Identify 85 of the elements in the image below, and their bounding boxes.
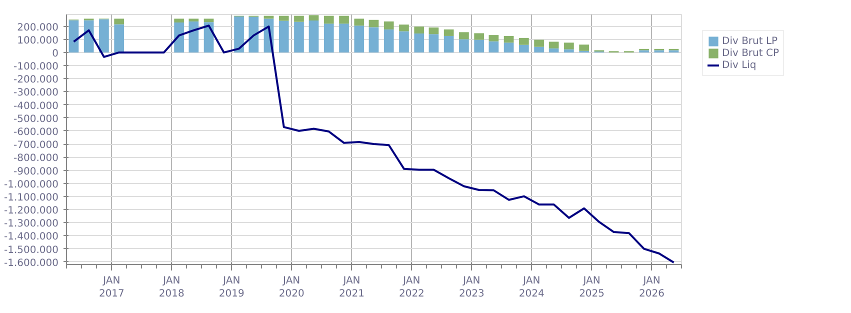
bar — [474, 40, 484, 52]
bar — [324, 16, 334, 24]
line-series — [72, 24, 675, 264]
bar — [414, 26, 424, 34]
bar — [444, 36, 454, 52]
y-tick-label: -1.000.000 — [4, 179, 59, 190]
bar — [354, 18, 364, 26]
legend-label: Div Brut CP — [722, 47, 779, 59]
legend-label: Div Liq — [722, 59, 756, 71]
bar — [188, 21, 199, 52]
y-tick-label: -100.000 — [14, 62, 59, 73]
bar — [564, 49, 574, 52]
bar — [278, 16, 289, 21]
bar — [534, 40, 544, 47]
x-tick-label: JAN 2021 — [339, 276, 364, 300]
y-tick-label: -400.000 — [14, 100, 59, 112]
bar — [114, 24, 124, 52]
x-tick-label: JAN 2026 — [639, 276, 664, 300]
bar — [354, 26, 364, 52]
bar — [564, 42, 574, 50]
y-tick-label: -1.300.000 — [4, 218, 59, 230]
bar — [579, 44, 589, 51]
y-tick-label: -1.200.000 — [4, 206, 59, 217]
bar — [488, 41, 499, 52]
bar — [68, 20, 79, 52]
y-tick-label: 0 — [52, 48, 59, 60]
bar — [459, 32, 469, 40]
bar — [368, 27, 379, 52]
y-tick-label: -1.600.000 — [4, 258, 59, 269]
x-tick-label: JAN 2020 — [278, 276, 304, 300]
x-tick-label: JAN 2017 — [98, 276, 124, 300]
x-tick-label: JAN 2023 — [458, 276, 484, 300]
legend-label: Div Brut LP — [722, 35, 778, 47]
bar — [399, 24, 409, 32]
bar — [308, 15, 319, 21]
y-tick-label: 100.000 — [17, 35, 59, 46]
bar — [428, 27, 439, 34]
bar — [504, 42, 514, 52]
bar — [519, 38, 529, 45]
bar — [548, 42, 559, 48]
y-tick-label: -800.000 — [14, 153, 59, 164]
bar — [548, 48, 559, 52]
x-tick-label: JAN 2022 — [398, 276, 424, 300]
bar — [414, 33, 424, 52]
x-tick-label: JAN 2018 — [158, 276, 184, 300]
bar — [399, 31, 409, 52]
bar — [114, 18, 124, 24]
bar — [174, 22, 184, 52]
bar — [174, 18, 184, 22]
bar — [428, 34, 439, 52]
y-tick-label: -1.400.000 — [4, 232, 59, 243]
y-tick-label: -500.000 — [14, 114, 59, 125]
bar — [188, 18, 199, 22]
bar — [504, 36, 514, 43]
y-tick-label: -700.000 — [14, 140, 59, 152]
bar — [519, 44, 529, 52]
bar — [308, 20, 319, 52]
bar — [444, 29, 454, 36]
y-tick-label: -1.100.000 — [4, 192, 59, 204]
y-tick-label: -200.000 — [14, 74, 59, 86]
bar — [368, 20, 379, 28]
bar — [474, 33, 484, 40]
bar — [534, 46, 544, 52]
y-tick-label: -900.000 — [14, 166, 59, 178]
bar — [339, 16, 349, 24]
y-tick-label: -1.500.000 — [4, 244, 59, 256]
bar — [384, 21, 394, 30]
x-tick-label: JAN 2024 — [518, 276, 544, 300]
bar — [384, 29, 394, 52]
bar — [294, 16, 304, 22]
y-tick-label: 200.000 — [17, 22, 59, 34]
bar — [488, 35, 499, 42]
bar — [278, 20, 289, 52]
bar — [99, 19, 109, 52]
y-tick-label: -300.000 — [14, 88, 59, 99]
bar — [294, 22, 304, 52]
bar — [204, 18, 214, 22]
x-tick-label: JAN 2025 — [579, 276, 605, 300]
bar — [234, 16, 244, 52]
y-tick-label: -600.000 — [14, 126, 59, 138]
bar — [248, 16, 259, 52]
x-tick-label: JAN 2019 — [218, 276, 244, 300]
bar — [459, 39, 469, 52]
bar — [339, 24, 349, 52]
bar — [324, 24, 334, 52]
